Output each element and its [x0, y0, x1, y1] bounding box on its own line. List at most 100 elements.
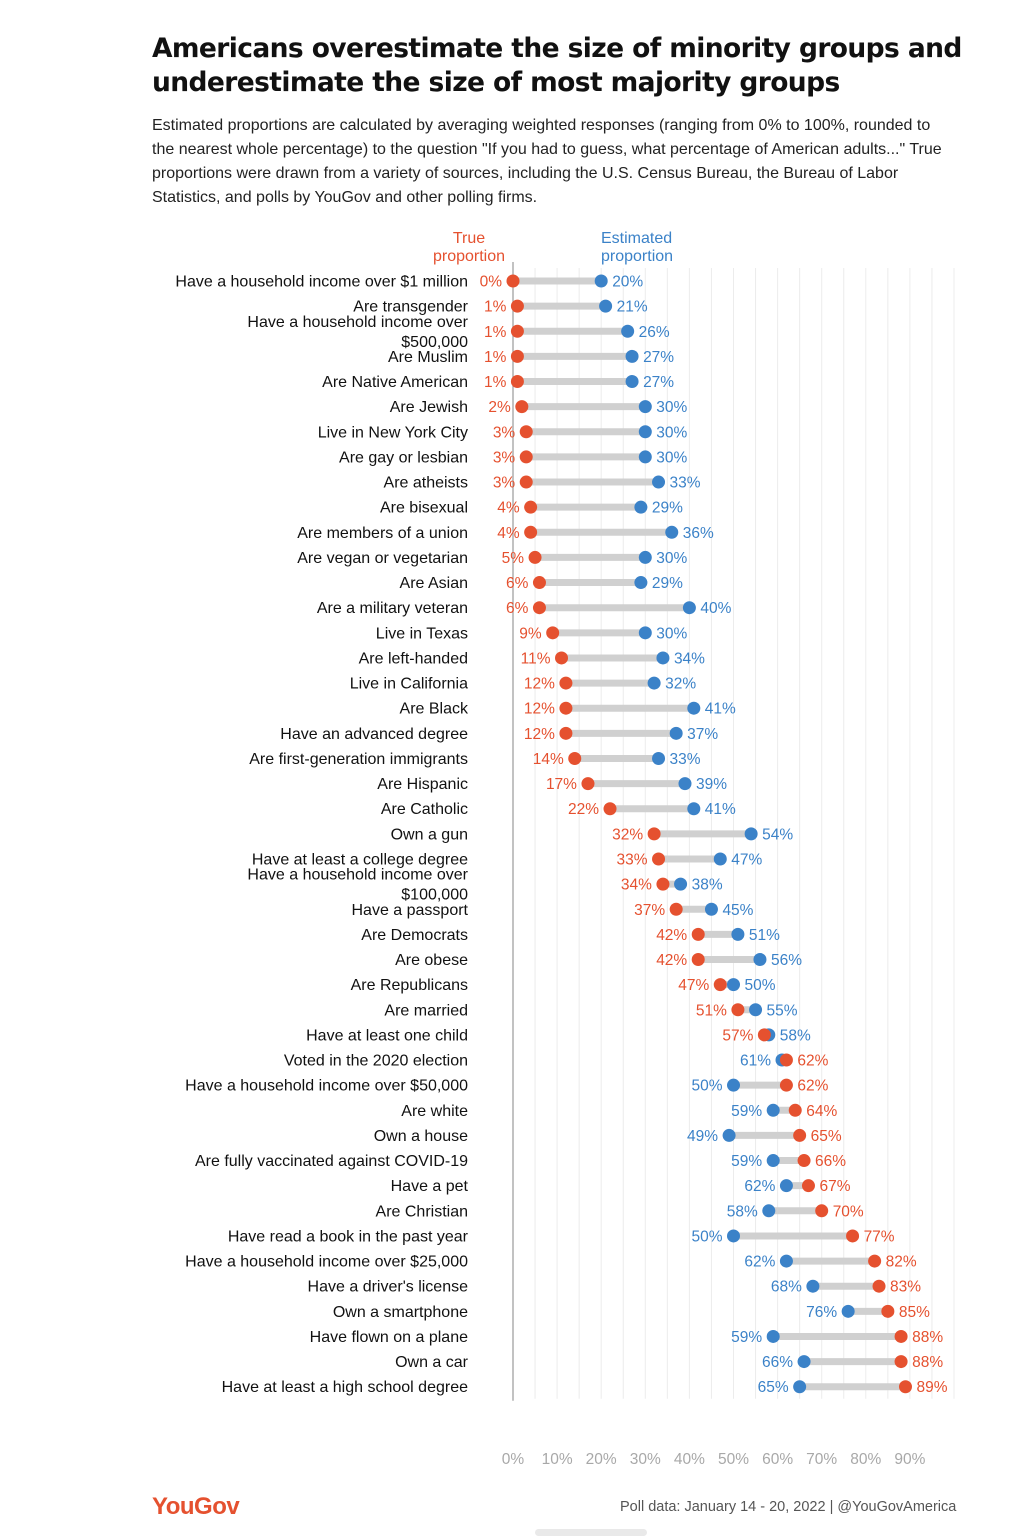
row-label: Have at least one child — [306, 1027, 468, 1044]
true-value-label: 62% — [797, 1053, 828, 1070]
row-label: Are gay or lesbian — [339, 449, 468, 466]
estimated-value-label: 76% — [806, 1304, 837, 1321]
true-dot — [528, 550, 542, 564]
true-dot — [559, 726, 573, 740]
row-label: Are a military veteran — [317, 600, 468, 617]
true-dot — [524, 525, 538, 539]
estimated-value-label: 20% — [612, 274, 643, 291]
row-label: Have a passport — [351, 902, 468, 919]
estimated-dot — [674, 877, 688, 891]
estimated-value-label: 29% — [652, 575, 683, 592]
row-label: $500,000 — [401, 334, 468, 351]
chart-row: Are transgender 1% 21% — [353, 299, 648, 316]
estimated-value-label: 39% — [696, 776, 727, 793]
row-label: Are members of a union — [297, 525, 468, 542]
estimated-value-label: 30% — [656, 424, 687, 441]
true-dot — [846, 1229, 860, 1243]
true-value-label: 83% — [890, 1279, 921, 1296]
chart-row: Have a pet 67% 62% — [391, 1178, 851, 1195]
estimated-dot — [638, 550, 652, 564]
estimated-dot — [731, 927, 745, 941]
estimated-dot — [704, 902, 718, 916]
true-value-label: 51% — [696, 1002, 727, 1019]
row-label: Are Catholic — [381, 801, 468, 818]
true-value-label: 42% — [656, 952, 687, 969]
chart-row: Own a gun 32% 54% — [391, 826, 794, 843]
estimated-value-label: 49% — [687, 1128, 718, 1145]
chart-row: Have a household income over $50,000 62% 5… — [185, 1078, 829, 1095]
estimated-value-label: 41% — [705, 701, 736, 718]
estimated-dot — [793, 1380, 807, 1394]
true-dot — [652, 852, 666, 866]
x-tick-label: 40% — [674, 1451, 705, 1468]
estimated-value-label: 21% — [617, 299, 648, 316]
x-tick-label: 90% — [894, 1451, 925, 1468]
estimated-dot — [634, 500, 648, 514]
row-label: Are fully vaccinated against COVID-19 — [195, 1153, 468, 1170]
estimated-dot — [678, 777, 692, 791]
estimated-dot — [634, 576, 648, 590]
row-label: Have a pet — [391, 1178, 469, 1195]
row-label: Are atheists — [384, 475, 468, 492]
true-dot — [669, 902, 683, 916]
estimated-dot — [638, 450, 652, 464]
estimated-value-label: 32% — [665, 676, 696, 693]
true-dot — [797, 1154, 811, 1168]
legend-estimated-label-line2: proportion — [601, 248, 673, 265]
horizontal-scrollbar[interactable] — [535, 1529, 647, 1536]
row-label: Have flown on a plane — [310, 1329, 468, 1346]
row-label: Are Hispanic — [377, 776, 468, 793]
true-value-label: 6% — [506, 575, 529, 592]
true-value-label: 89% — [916, 1379, 947, 1396]
estimated-dot — [727, 1078, 740, 1092]
true-dot — [519, 425, 533, 439]
true-value-label: 12% — [524, 676, 555, 693]
row-label: Have a household income over — [247, 867, 468, 884]
true-dot — [757, 1028, 771, 1042]
chart-row: Are Hispanic 17% 39% — [377, 776, 727, 793]
row-label: Live in New York City — [318, 424, 468, 441]
true-value-label: 32% — [612, 826, 643, 843]
estimated-value-label: 62% — [744, 1178, 775, 1195]
true-value-label: 88% — [912, 1354, 943, 1371]
true-dot — [519, 450, 533, 464]
chart-row: Live in New York City 3% 30% — [318, 424, 688, 441]
true-value-label: 1% — [484, 299, 507, 316]
true-dot — [532, 601, 546, 615]
row-label: Are obese — [395, 952, 468, 969]
chart-title: Americans overestimate the size of minor… — [152, 33, 962, 98]
true-dot — [691, 927, 705, 941]
row-label: Are bisexual — [380, 500, 468, 517]
true-value-label: 3% — [493, 424, 516, 441]
chart-row: Have an advanced degree 12% 37% — [280, 726, 718, 743]
true-dot — [779, 1078, 793, 1092]
true-dot — [515, 400, 529, 414]
estimated-dot — [779, 1179, 793, 1193]
true-dot — [779, 1053, 793, 1067]
estimated-value-label: 30% — [656, 550, 687, 567]
estimated-value-label: 40% — [700, 600, 731, 617]
row-label: Have a household income over $50,000 — [185, 1078, 468, 1095]
estimated-dot — [625, 349, 639, 363]
estimated-value-label: 50% — [691, 1078, 722, 1095]
estimated-value-label: 29% — [652, 500, 683, 517]
row-label: $100,000 — [401, 887, 468, 904]
estimated-value-label: 51% — [749, 927, 780, 944]
true-dot — [898, 1380, 912, 1394]
chart-row: Are Black 12% 41% — [400, 701, 737, 718]
estimated-value-label: 58% — [780, 1027, 811, 1044]
estimated-value-label: 27% — [643, 374, 674, 391]
estimated-dot — [749, 1003, 763, 1017]
true-dot — [568, 751, 582, 765]
estimated-value-label: 36% — [683, 525, 714, 542]
estimated-dot — [762, 1204, 776, 1218]
chart-row: Are Asian 6% 29% — [400, 575, 684, 592]
x-tick-label: 30% — [630, 1451, 661, 1468]
true-dot — [788, 1103, 802, 1117]
estimated-value-label: 66% — [762, 1354, 793, 1371]
true-value-label: 9% — [519, 625, 542, 642]
row-label: Are left-handed — [359, 650, 468, 667]
true-value-label: 3% — [493, 475, 516, 492]
row-label: Are transgender — [353, 299, 468, 316]
